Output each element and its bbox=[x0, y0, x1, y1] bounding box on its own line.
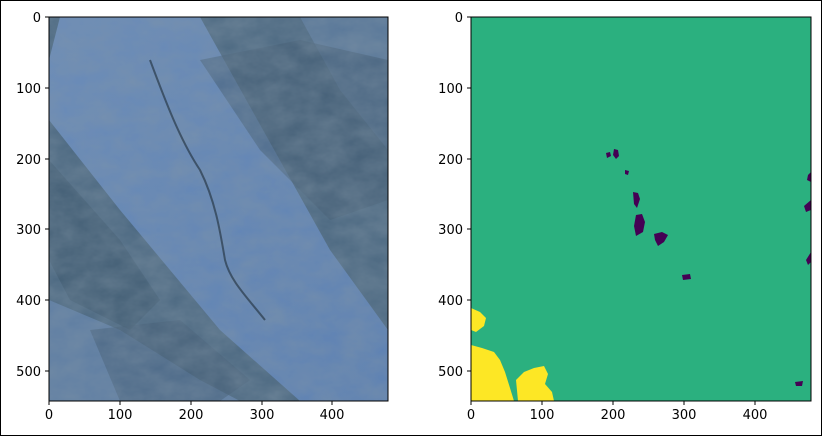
right-x-tick-100: 100 bbox=[530, 408, 555, 423]
left-y-tick-500: 500 bbox=[16, 365, 41, 380]
left-x-tick-0: 0 bbox=[45, 408, 53, 423]
right-y-tick-200: 200 bbox=[438, 153, 463, 168]
mask-yellow-region bbox=[471, 345, 514, 401]
mask-yellow-region bbox=[471, 308, 486, 332]
left-y-tick-0: 0 bbox=[33, 11, 41, 26]
left-y-tick-200: 200 bbox=[16, 153, 41, 168]
left-x-tick-200: 200 bbox=[179, 408, 204, 423]
right-x-tick-300: 300 bbox=[672, 408, 697, 423]
mask-background bbox=[471, 17, 811, 401]
left-y-axis: 0 100 200 300 400 500 bbox=[16, 11, 49, 380]
mask-yellow-region bbox=[516, 366, 554, 401]
right-x-axis: 0 100 200 300 400 bbox=[467, 401, 768, 423]
right-y-axis: 0 100 200 300 400 500 bbox=[438, 11, 471, 380]
right-x-tick-400: 400 bbox=[743, 408, 768, 423]
right-x-tick-0: 0 bbox=[467, 408, 475, 423]
left-x-axis: 0 100 200 300 400 bbox=[45, 401, 345, 423]
right-y-tick-100: 100 bbox=[438, 82, 463, 97]
right-axes-frame bbox=[470, 16, 812, 402]
left-x-tick-400: 400 bbox=[320, 408, 345, 423]
right-y-tick-300: 300 bbox=[438, 223, 463, 238]
left-y-tick-400: 400 bbox=[16, 294, 41, 309]
satellite-image bbox=[49, 17, 388, 401]
right-x-tick-200: 200 bbox=[601, 408, 626, 423]
left-y-tick-100: 100 bbox=[16, 82, 41, 97]
right-y-tick-400: 400 bbox=[438, 294, 463, 309]
classification-mask bbox=[471, 17, 811, 401]
right-y-tick-500: 500 bbox=[438, 365, 463, 380]
mask-dark-regions bbox=[606, 149, 811, 386]
left-x-tick-100: 100 bbox=[108, 408, 133, 423]
left-y-tick-300: 300 bbox=[16, 223, 41, 238]
left-x-tick-300: 300 bbox=[250, 408, 275, 423]
right-y-tick-0: 0 bbox=[455, 11, 463, 26]
left-axes-frame bbox=[48, 16, 389, 402]
